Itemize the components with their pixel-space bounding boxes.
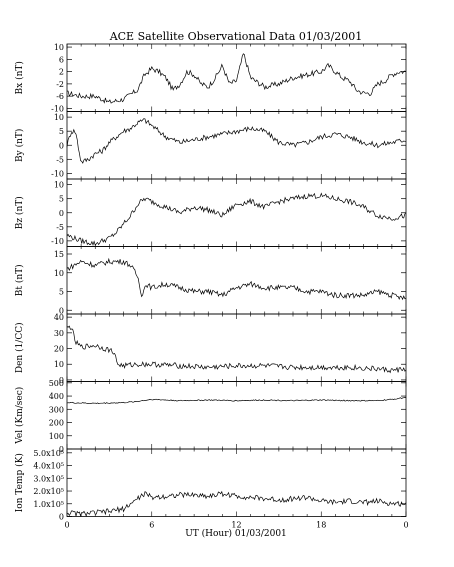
y-tick-label: 40 xyxy=(54,313,64,322)
y-tick-label: -5 xyxy=(56,223,64,232)
y-tick-label: 10 xyxy=(54,113,64,122)
y-axis-label: By (nT) xyxy=(14,129,25,162)
y-tick-label: 400 xyxy=(49,392,64,401)
y-tick-label: 5 xyxy=(59,127,64,136)
panel-frame xyxy=(66,111,407,180)
series-line xyxy=(66,257,407,301)
y-tick-label: -10 xyxy=(51,237,64,246)
y-axis-label: Bt (nT) xyxy=(14,264,25,296)
y-tick-label: 0 xyxy=(59,209,64,218)
panel-frame xyxy=(66,313,407,382)
y-tick-label: 0 xyxy=(59,141,64,150)
x-tick-label: 0 xyxy=(64,521,69,530)
y-tick-label: -5 xyxy=(56,155,64,164)
series-line xyxy=(66,396,407,405)
y-tick-label: 5.0x10⁵ xyxy=(33,449,64,458)
panel-frame xyxy=(66,381,407,450)
y-axis-label: Ion Temp (K) xyxy=(14,453,25,512)
series-line xyxy=(66,192,407,247)
panel-3: 10 5 0 -5 -10 Bz (nT) xyxy=(14,178,407,247)
y-tick-label: -10 xyxy=(51,169,64,178)
y-axis-label: Vel (Km/sec) xyxy=(14,387,25,445)
y-axis-label: Bx (nT) xyxy=(14,61,25,94)
y-tick-label: 3.0x10⁵ xyxy=(33,474,64,483)
panel-frame xyxy=(66,246,407,315)
panel-4: 15 10 5 0 Bt (nT) xyxy=(14,246,407,315)
y-tick-label: 15 xyxy=(54,250,64,259)
y-tick-label: 100 xyxy=(49,432,64,441)
panels-group: 10 6 2 -2 -6 -10 Bx (nT) 10 5 0 -5 -10 By (nT) 10 5 0 -5… xyxy=(14,43,409,529)
y-tick-label: 10 xyxy=(54,269,64,278)
y-tick-label: 20 xyxy=(54,345,64,354)
chart-title: ACE Satellite Observational Data 01/03/2… xyxy=(109,30,363,43)
y-tick-label: 1.0x10⁵ xyxy=(33,500,64,509)
y-tick-label: -10 xyxy=(51,104,64,113)
y-tick-label: 300 xyxy=(49,405,64,414)
x-tick-label: 12 xyxy=(231,521,241,530)
y-tick-label: 5 xyxy=(59,288,64,297)
y-tick-label: 30 xyxy=(54,329,64,338)
series-line xyxy=(66,490,407,518)
panel-2: 10 5 0 -5 -10 By (nT) xyxy=(14,111,407,180)
panel-5: 40 30 20 10 0 Den (1/CC) xyxy=(14,313,407,385)
y-tick-label: 0 xyxy=(59,445,64,454)
panel-7: 5.0x10⁵ 4.0x10⁵ 3.0x10⁵ 2.0x10⁵ 1.0x10⁵ 0 Ion … xyxy=(14,448,407,522)
panel-1: 10 6 2 -2 -6 -10 Bx (nT) xyxy=(14,43,407,113)
x-axis-label: UT (Hour) 01/03/2001 xyxy=(185,528,287,539)
series-line xyxy=(66,118,407,164)
y-tick-label: 4.0x10⁵ xyxy=(33,462,64,471)
panel-frame xyxy=(66,178,407,247)
y-axis-label: Bz (nT) xyxy=(14,196,25,229)
y-tick-label: -6 xyxy=(56,92,64,101)
y-tick-label: 0 xyxy=(59,513,64,522)
y-tick-label: 500 xyxy=(49,379,64,388)
series-line xyxy=(66,53,407,104)
y-tick-label: 5 xyxy=(59,195,64,204)
y-tick-label: 10 xyxy=(54,181,64,190)
y-tick-label: 10 xyxy=(54,43,64,52)
series-line xyxy=(66,325,407,374)
panel-6: 500 400 300 200 100 0 Vel (Km/sec) xyxy=(14,379,407,454)
y-tick-label: 2 xyxy=(59,68,64,77)
y-tick-label: 0 xyxy=(59,306,64,315)
x-tick-label: 18 xyxy=(316,521,326,530)
y-tick-label: -2 xyxy=(56,80,64,89)
y-tick-label: 6 xyxy=(59,55,64,64)
y-tick-label: 200 xyxy=(49,419,64,428)
x-tick-label: 6 xyxy=(149,521,154,530)
y-axis-label: Den (1/CC) xyxy=(14,322,25,373)
y-tick-label: 10 xyxy=(54,360,64,369)
x-tick-label: 0 xyxy=(403,521,408,530)
y-tick-label: 2.0x10⁵ xyxy=(33,487,64,496)
y-tick-label: 0 xyxy=(59,376,64,385)
